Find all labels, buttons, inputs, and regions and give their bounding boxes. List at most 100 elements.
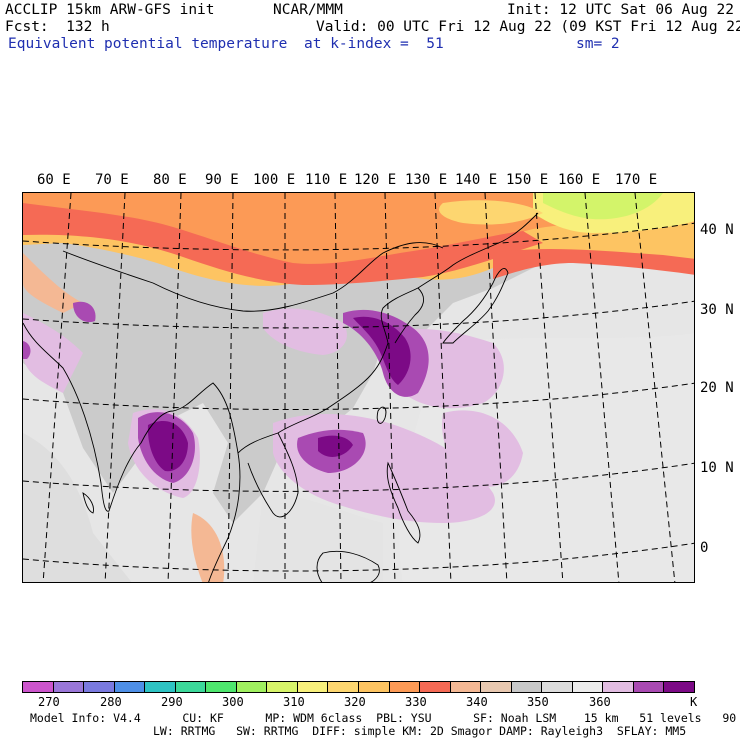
colorbar-tick-label: 280 xyxy=(100,695,122,709)
theta-e-map xyxy=(22,192,695,583)
coastlines xyxy=(23,212,539,582)
meridian xyxy=(167,193,182,582)
field-name: Equivalent potential temperature xyxy=(8,36,288,52)
valid-time: Valid: 00 UTC Fri 12 Aug 22 (09 KST Fri … xyxy=(316,19,740,35)
coastline-china xyxy=(277,287,425,434)
colorbar-tick-label: 360 xyxy=(589,695,611,709)
colorbar-tick-label: 310 xyxy=(283,695,305,709)
coastline-korea-russia xyxy=(417,212,539,289)
model-info-line-1: Model Info: V4.4 CU: KF MP: WDM 6class P… xyxy=(30,711,740,725)
map-canvas xyxy=(23,193,694,582)
borneo-outline xyxy=(316,550,380,582)
lon-label: 60 E xyxy=(37,172,71,188)
colorbar-swatch-16 xyxy=(511,682,543,692)
colorbar-swatch-21 xyxy=(664,682,695,692)
border-lines xyxy=(62,242,444,312)
theta-e-370 xyxy=(73,301,96,323)
lon-label: 140 E xyxy=(455,172,498,188)
colorbar-swatch-5 xyxy=(175,682,207,692)
sea-region xyxy=(23,433,132,582)
meridian xyxy=(484,193,508,582)
model-info-line-2: LW: RRTMG SW: RRTMG DIFF: simple KM: 2D … xyxy=(153,724,687,738)
lat-label: 40 N xyxy=(700,222,734,238)
colorbar-swatch-19 xyxy=(603,682,634,692)
colorbar-swatch-4 xyxy=(145,682,176,692)
center-label: NCAR/MMM xyxy=(273,2,343,18)
philippines-outline xyxy=(386,461,421,544)
colorbar-swatch-15 xyxy=(481,682,512,692)
meridian xyxy=(227,193,234,582)
smoothing-label: sm= 2 xyxy=(576,36,620,52)
colorbar-swatch-7 xyxy=(236,682,268,692)
meridian xyxy=(434,193,452,582)
theta-e-340 xyxy=(23,253,83,313)
lat-label: 0 xyxy=(700,540,709,556)
lat-label: 30 N xyxy=(700,302,734,318)
init-time: Init: 12 UTC Sat 06 Aug 22 xyxy=(507,2,734,18)
colorbar-swatch-0 xyxy=(23,682,54,692)
meridian xyxy=(584,193,620,582)
colorbar-unit: K xyxy=(690,695,698,709)
level-label: at k-index = 51 xyxy=(304,36,444,52)
lon-label: 90 E xyxy=(205,172,239,188)
theta-e-330 xyxy=(493,249,694,279)
colorbar-tick-label: 300 xyxy=(222,695,244,709)
graticule xyxy=(23,193,694,582)
colorbar-swatch-8 xyxy=(267,682,298,692)
colorbar xyxy=(22,681,695,693)
colorbar-swatch-6 xyxy=(206,682,237,692)
lon-label: 70 E xyxy=(95,172,129,188)
lon-label: 160 E xyxy=(558,172,601,188)
colorbar-swatch-2 xyxy=(84,682,115,692)
forecast-hour: Fcst: 132 h xyxy=(5,19,110,35)
colorbar-swatch-9 xyxy=(297,682,329,692)
lon-label: 100 E xyxy=(253,172,296,188)
colorbar-tick-label: 350 xyxy=(527,695,549,709)
lat-label: 10 N xyxy=(700,460,734,476)
land-background xyxy=(23,193,694,523)
colorbar-tick-label: 290 xyxy=(161,695,183,709)
meridian xyxy=(42,193,72,582)
theta-e-315 xyxy=(439,200,543,225)
colorbar-swatch-11 xyxy=(359,682,390,692)
lon-label: 170 E xyxy=(615,172,658,188)
colorbar-tick-label: 340 xyxy=(466,695,488,709)
lon-label: 120 E xyxy=(354,172,397,188)
meridian xyxy=(634,193,676,582)
lon-label: 110 E xyxy=(305,172,348,188)
theta-e-370 xyxy=(23,341,31,359)
colorbar-tick-label: 320 xyxy=(344,695,366,709)
meridian xyxy=(534,193,564,582)
colorbar-swatch-18 xyxy=(572,682,604,692)
sri-lanka-outline xyxy=(82,492,94,514)
theta-e-365 xyxy=(442,410,523,487)
coastline-indochina xyxy=(237,432,299,518)
theta-e-375 xyxy=(353,316,411,385)
theta-e-365 xyxy=(263,308,347,355)
colorbar-swatch-14 xyxy=(450,682,482,692)
taiwan-outline xyxy=(376,406,387,424)
japan-outline xyxy=(442,268,509,344)
meridian xyxy=(334,193,342,582)
lon-label: 80 E xyxy=(153,172,187,188)
theta-e-375 xyxy=(147,421,188,472)
colorbar-swatch-10 xyxy=(328,682,360,692)
coastline-south-asia xyxy=(23,322,241,582)
theta-e-375 xyxy=(318,435,353,457)
theta-e-305 xyxy=(543,193,663,220)
colorbar-tick-label: 270 xyxy=(38,695,60,709)
meridian xyxy=(104,193,126,582)
colorbar-swatch-3 xyxy=(114,682,146,692)
lon-label: 130 E xyxy=(405,172,448,188)
plot-title: ACCLIP 15km ARW-GFS init xyxy=(5,2,215,18)
colorbar-swatch-12 xyxy=(389,682,421,692)
colorbar-tick-label: 330 xyxy=(405,695,427,709)
theta-e-365 xyxy=(23,313,83,393)
theta-e-330 xyxy=(23,203,543,285)
colorbar-swatch-17 xyxy=(542,682,573,692)
colorbar-swatch-13 xyxy=(420,682,451,692)
meridian xyxy=(384,193,396,582)
colorbar-swatch-1 xyxy=(53,682,85,692)
lon-label: 150 E xyxy=(506,172,549,188)
colorbar-swatch-20 xyxy=(633,682,665,692)
